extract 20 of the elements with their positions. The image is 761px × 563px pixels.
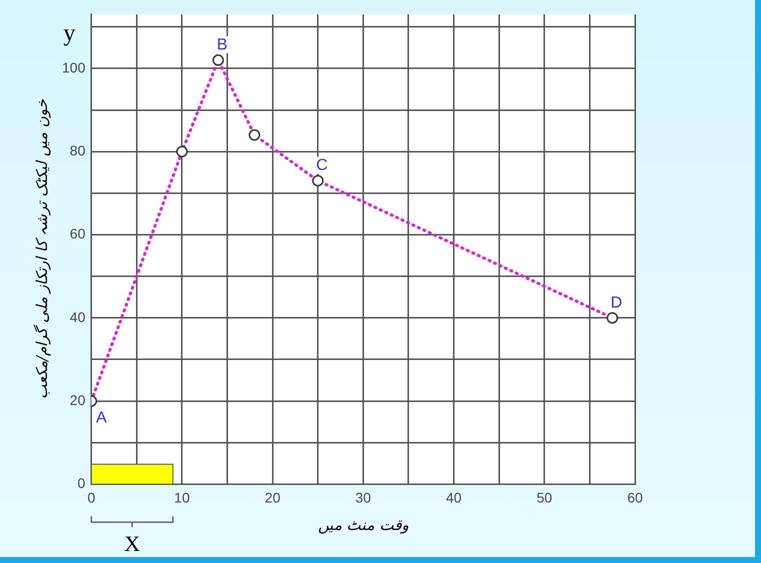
x-axis-title: وقت منٹ میں — [318, 516, 408, 534]
x-tick-label: 20 — [264, 489, 281, 506]
y-tick-label: 40 — [70, 308, 86, 325]
annotation: A — [96, 409, 108, 426]
text: y — [63, 20, 76, 47]
y-tick-label: 20 — [70, 392, 86, 408]
band-label: X — [124, 530, 140, 556]
y-tick-label: 100 — [62, 59, 86, 76]
x-tick-label: 60 — [627, 489, 643, 506]
x-tick-label: 30 — [355, 489, 372, 506]
y-tick-label: 0 — [78, 475, 86, 492]
annotation: B — [216, 36, 228, 54]
annotation: D — [610, 294, 622, 312]
x-tick-label: 10 — [174, 489, 190, 506]
y-axis-title: خون میں لیکٹک ترشہ کا ارتکاز ملی گرام/مکعب — [32, 98, 51, 400]
x-tick-label: 40 — [446, 489, 462, 506]
y-tick-label: 60 — [70, 226, 86, 242]
annotation: C — [316, 157, 328, 174]
x-tick-label: 50 — [536, 489, 552, 506]
y-tick-label: 80 — [70, 142, 86, 158]
